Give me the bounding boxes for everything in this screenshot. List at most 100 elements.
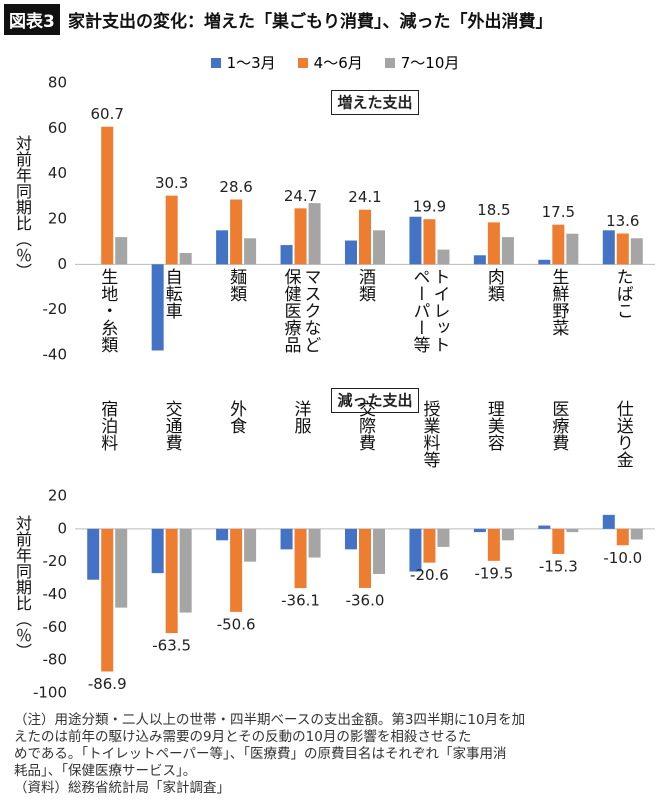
note-line: （注）用途分類・二人以上の世帯・四半期ベースの支出金額。第3四半期に10月を加 xyxy=(14,712,526,728)
y-tick-label: 60 xyxy=(48,119,67,137)
y-tick-label: 20 xyxy=(48,210,67,228)
y-tick-label: -80 xyxy=(43,651,68,669)
bar xyxy=(602,514,615,529)
category-label-box: 交際費 xyxy=(335,396,395,492)
x-tick-label: 宿泊料 xyxy=(97,400,118,451)
legend-item: 4～6月 xyxy=(297,52,363,73)
x-tick-label: 理美容 xyxy=(483,400,504,451)
x-tick-label: 生鮮野菜 xyxy=(548,268,569,336)
legend-label: 4～6月 xyxy=(313,54,363,72)
note-line: 耗品」、「保健医療サービス」。 xyxy=(14,763,197,779)
bar xyxy=(101,528,114,672)
y-tick-label: -20 xyxy=(43,552,68,570)
badge: 図表3 xyxy=(4,4,60,35)
x-tick-label: 自転車 xyxy=(161,268,182,319)
data-label: 30.3 xyxy=(155,174,188,192)
bar xyxy=(487,528,500,561)
bar xyxy=(602,230,615,265)
bar xyxy=(165,195,178,265)
bar xyxy=(230,199,243,265)
x-tick-label: 生地・糸類 xyxy=(97,268,118,353)
bar xyxy=(165,528,178,634)
y-tick-label: -40 xyxy=(43,585,68,603)
bar xyxy=(373,230,385,265)
category-label-box: 肉類 xyxy=(464,268,524,364)
data-label: -10.0 xyxy=(603,549,642,567)
category-label-box: 仕送り金 xyxy=(593,396,653,492)
bar xyxy=(423,528,436,563)
legend-label: 1～3月 xyxy=(226,54,276,72)
category-label-box: 医療費 xyxy=(528,396,588,492)
bar xyxy=(473,528,486,533)
category-label-box: 交通費 xyxy=(142,396,202,492)
bar xyxy=(501,528,514,541)
chart-title: 増えた支出 xyxy=(337,94,412,112)
y-tick-label: -60 xyxy=(43,618,68,636)
legend: 1～3月 4～6月 7～10月 xyxy=(0,52,670,73)
bar xyxy=(538,525,551,529)
bar xyxy=(87,528,100,580)
bar xyxy=(244,238,257,265)
legend-swatch xyxy=(384,57,395,68)
x-tick-label: マスクなど保健医療品 xyxy=(280,268,321,353)
y-tick-label: 20 xyxy=(48,487,67,505)
bar xyxy=(345,240,357,265)
y-axis-label: 対前年同期比（％） xyxy=(13,135,32,279)
x-tick-label: 肉類 xyxy=(483,268,504,302)
category-label-box: 酒類 xyxy=(335,268,395,364)
x-tick-label: 医療費 xyxy=(548,400,569,451)
legend-swatch xyxy=(297,57,308,68)
bar xyxy=(616,528,629,546)
bar xyxy=(101,126,114,265)
bar xyxy=(552,528,565,554)
category-label-box: 生鮮野菜 xyxy=(528,268,588,364)
legend-item: 7～10月 xyxy=(384,52,459,73)
bar xyxy=(616,233,629,265)
x-tick-label: トイレットペーパー等 xyxy=(409,268,450,353)
data-label: -36.1 xyxy=(281,592,320,610)
y-axis-label: 対前年同期比（％） xyxy=(13,515,32,659)
data-label: 17.5 xyxy=(542,203,575,221)
bar xyxy=(501,237,514,265)
data-label: -19.5 xyxy=(474,564,513,582)
x-tick-label: 酒類 xyxy=(355,268,375,302)
category-label-box: 外食 xyxy=(206,396,266,492)
data-label: 18.5 xyxy=(477,201,510,219)
bar xyxy=(179,253,192,265)
data-label: -20.6 xyxy=(410,566,449,584)
bar xyxy=(230,528,243,612)
category-label-box: 麺類 xyxy=(206,268,266,364)
bar xyxy=(216,528,229,541)
bar xyxy=(423,219,436,265)
data-label: 60.7 xyxy=(91,105,124,123)
bar xyxy=(280,528,293,550)
bar xyxy=(409,216,422,265)
x-tick-label: 麺類 xyxy=(226,268,247,302)
title: 家計支出の変化：増えた「巣ごもり消費」、減った「外出消費」 xyxy=(68,12,553,32)
x-tick-label: 交際費 xyxy=(355,400,375,451)
x-tick-label: 洋服 xyxy=(290,400,311,434)
y-tick-label: 80 xyxy=(48,74,67,92)
x-tick-label: 授業料等 xyxy=(419,400,440,468)
bar xyxy=(244,528,257,562)
chart-title: 減った支出 xyxy=(337,392,412,410)
y-tick-label: 0 xyxy=(57,519,67,537)
data-label: 28.6 xyxy=(219,178,252,196)
bar xyxy=(473,255,486,265)
legend-item: 1～3月 xyxy=(210,52,276,73)
data-label: -15.3 xyxy=(539,557,578,575)
bar xyxy=(216,230,229,265)
note-line: めである。「トイレットペーパー等」、「医療費」の原費目名はそれぞれ「家事用消 xyxy=(14,746,507,762)
note-line: えたのは前年の駆け込み需要の9月とその反動の10月の影響を相殺させるた xyxy=(14,729,472,745)
bar xyxy=(115,237,128,265)
bar xyxy=(115,528,128,608)
category-label-box: 洋服 xyxy=(271,396,331,492)
notes: （注）用途分類・二人以上の世帯・四半期ベースの支出金額。第3四半期に10月を加え… xyxy=(14,712,664,797)
bar xyxy=(552,224,565,265)
chart-title-box xyxy=(330,388,420,413)
x-tick-label: 仕送り金 xyxy=(612,400,633,468)
category-label-box: トイレットペーパー等 xyxy=(399,268,459,364)
bar xyxy=(409,528,422,572)
bar xyxy=(359,528,371,588)
